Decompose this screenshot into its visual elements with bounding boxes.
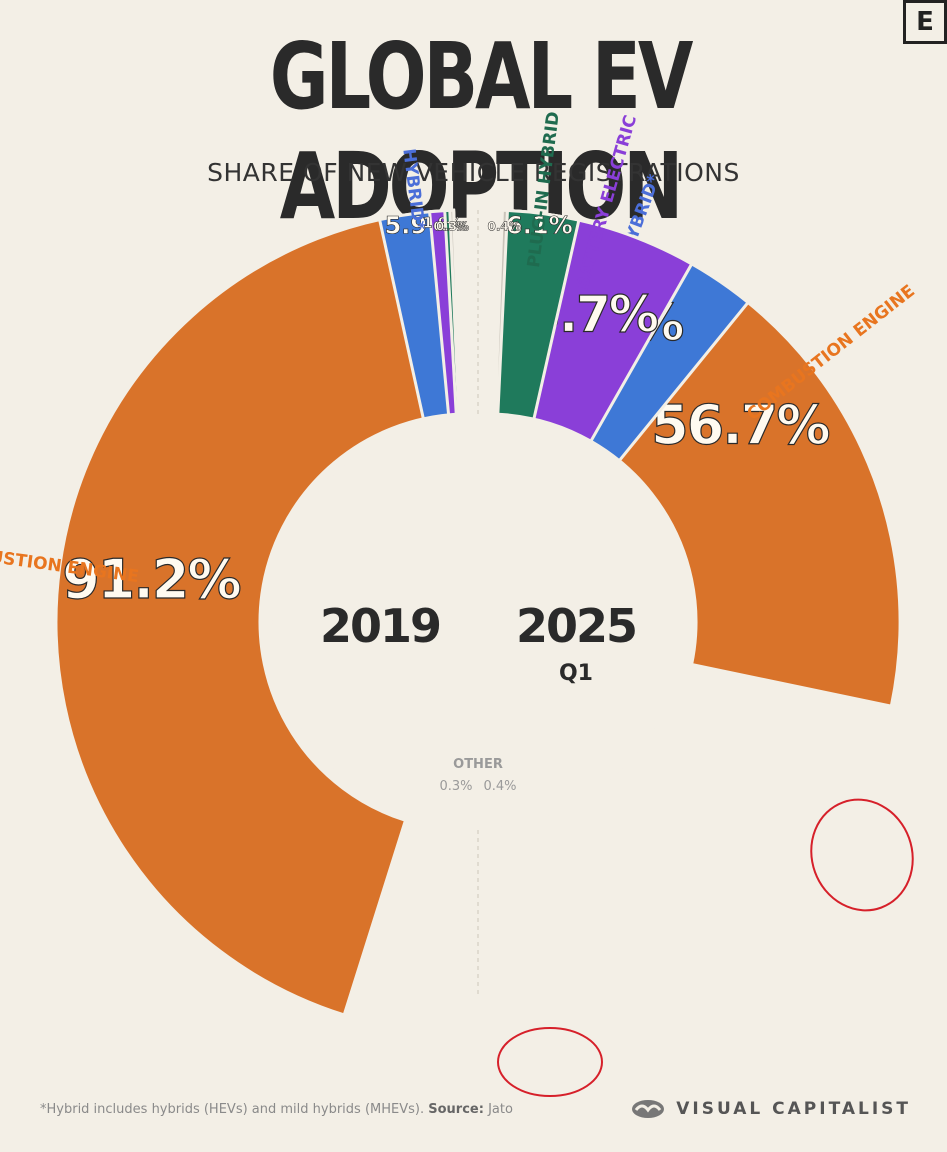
source-value: Jato [488, 1102, 513, 1117]
brand-name: VISUAL CAPITALIST [676, 1099, 911, 1119]
right-value-label-plug-in-hybrid: 6.1% [506, 212, 573, 240]
left-slice-combustion-engine [54, 208, 463, 1017]
brand-corner-badge: E [903, 0, 947, 44]
page-title: GLOBAL EV ADOPTION [269, 23, 694, 240]
left-other-value-label: 0.3% [439, 779, 472, 794]
annotation-circle-plug-in-hybrid [497, 1027, 603, 1097]
left-value-label-combustion-engine: 91.2% [62, 548, 240, 611]
left-value-label-other: 0.3% [436, 219, 469, 233]
right-value-label-other: 0.4% [487, 219, 520, 233]
other-category-label: OTHER [453, 757, 503, 772]
left-slice-other [448, 208, 463, 416]
right-slice-other [493, 208, 510, 416]
footnote-text: *Hybrid includes hybrids (HEVs) and mild… [40, 1102, 425, 1117]
left-center-year: 2019 [320, 599, 440, 653]
right-slice-plug-in-hybrid [493, 208, 581, 421]
right-value-label-combustion-engine: 56.7% [651, 393, 829, 456]
right-center-sublabel: Q1 [559, 661, 593, 686]
right-other-value-label: 0.4% [483, 779, 516, 794]
donut-center [272, 416, 684, 828]
page-subtitle: SHARE OF NEW VEHICLE REGISTRATIONS [207, 158, 740, 187]
annotation-circle-hybrid [810, 798, 914, 912]
footnote: *Hybrid includes hybrids (HEVs) and mild… [40, 1102, 513, 1117]
right-center-year: 2025 [516, 599, 636, 653]
source-label: Source: [428, 1102, 484, 1117]
brand-mark-icon [632, 1100, 665, 1118]
brand-logo: VISUAL CAPITALIST [630, 1098, 911, 1120]
